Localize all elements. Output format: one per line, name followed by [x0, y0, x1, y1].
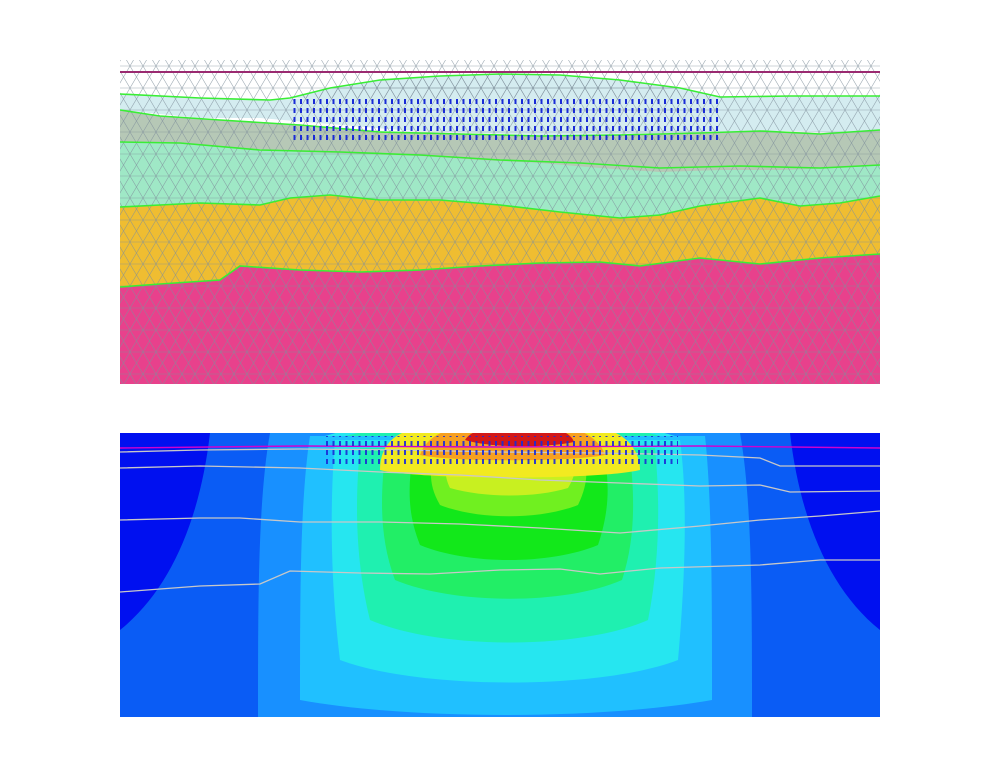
mesh-panel: [120, 60, 880, 384]
layer-boundaries: [120, 73, 880, 288]
vertical-drains-contour: [326, 436, 678, 468]
vertical-drains: [292, 98, 718, 140]
contour-panel: [120, 433, 880, 717]
